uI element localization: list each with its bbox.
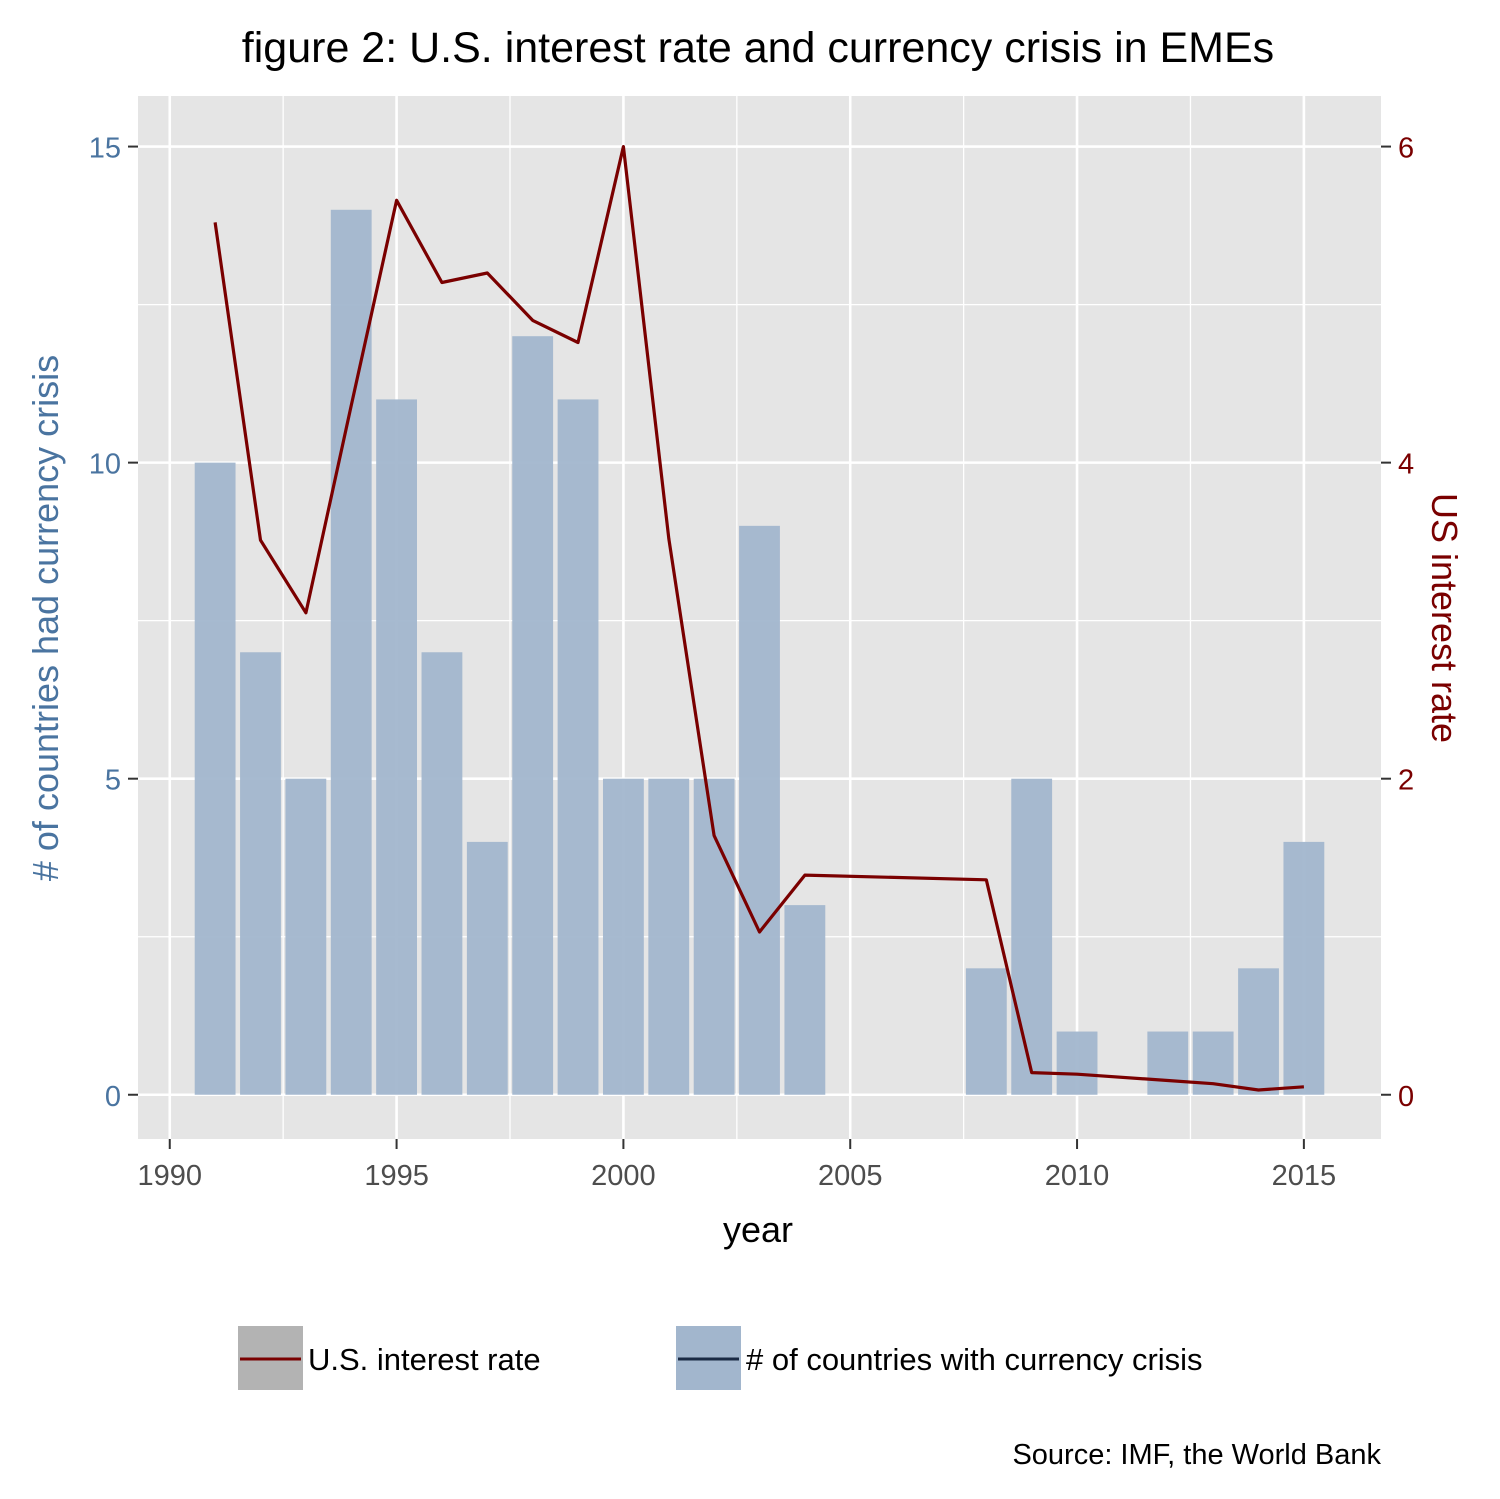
bar-1996 bbox=[421, 652, 463, 1095]
chart-title: figure 2: U.S. interest rate and currenc… bbox=[242, 24, 1274, 72]
bar-1999 bbox=[557, 399, 599, 1095]
bar-2010 bbox=[1056, 1031, 1098, 1095]
bar-1995 bbox=[376, 399, 417, 1095]
bar-2001 bbox=[648, 778, 690, 1095]
bar-2003 bbox=[739, 525, 780, 1095]
source-note: Source: IMF, the World Bank bbox=[1012, 1439, 1381, 1471]
y-right-axis-label: US interest rate bbox=[1424, 493, 1465, 743]
legend-label-interest-rate: U.S. interest rate bbox=[308, 1342, 541, 1377]
x-tick-label: 2010 bbox=[1045, 1160, 1110, 1192]
y-right-tick-label: 2 bbox=[1398, 765, 1414, 797]
x-tick-label: 1990 bbox=[137, 1160, 202, 1192]
bar-1991 bbox=[194, 462, 236, 1095]
legend-label-countries: # of countries with currency crisis bbox=[746, 1342, 1203, 1377]
x-tick-label: 2000 bbox=[591, 1160, 656, 1192]
bar-2008 bbox=[965, 968, 1007, 1095]
y-left-tick-label: 10 bbox=[89, 449, 121, 481]
x-tick-label: 1995 bbox=[364, 1160, 429, 1192]
y-left-tick-label: 5 bbox=[105, 765, 121, 797]
bar-1993 bbox=[285, 778, 327, 1095]
y-left-axis-ticks: 0 5 10 15 bbox=[89, 133, 138, 1113]
x-tick-label: 2015 bbox=[1272, 1160, 1337, 1192]
x-tick-label: 2005 bbox=[818, 1160, 883, 1192]
bar-2000 bbox=[602, 778, 644, 1095]
y-left-tick-label: 0 bbox=[105, 1081, 121, 1113]
y-right-tick-label: 0 bbox=[1398, 1081, 1414, 1113]
bar-2009 bbox=[1011, 778, 1053, 1095]
bar-1992 bbox=[240, 652, 281, 1095]
bar-series bbox=[194, 209, 1325, 1095]
bar-2012 bbox=[1147, 1031, 1189, 1095]
x-axis-label: year bbox=[723, 1209, 793, 1250]
bar-2004 bbox=[784, 905, 826, 1095]
y-right-tick-label: 6 bbox=[1398, 133, 1414, 165]
y-right-tick-label: 4 bbox=[1398, 449, 1414, 481]
x-axis-ticks: 1990 1995 2000 2005 2010 2015 bbox=[137, 1139, 1336, 1192]
bar-1997 bbox=[466, 841, 508, 1095]
bar-1994 bbox=[330, 209, 372, 1095]
bar-2015 bbox=[1283, 841, 1325, 1095]
y-left-tick-label: 15 bbox=[89, 133, 121, 165]
bar-2014 bbox=[1238, 968, 1279, 1095]
bar-1998 bbox=[512, 336, 554, 1095]
y-left-axis-label: # of countries had currency crisis bbox=[25, 355, 66, 881]
legend-item-countries: # of countries with currency crisis bbox=[676, 1326, 1203, 1390]
interest-rate-line bbox=[213, 145, 1305, 1092]
legend-item-interest-rate: U.S. interest rate bbox=[238, 1326, 541, 1390]
legend: U.S. interest rate # of countries with c… bbox=[238, 1326, 1203, 1390]
y-right-axis-ticks: 0 2 4 6 bbox=[1381, 133, 1414, 1113]
